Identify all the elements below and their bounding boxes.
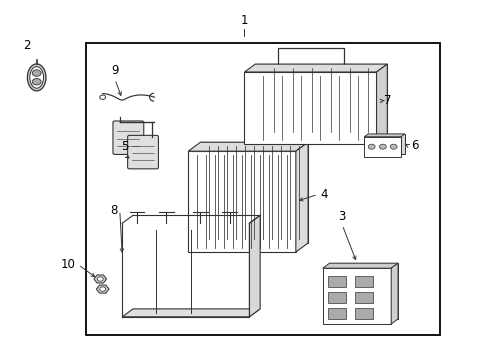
Circle shape bbox=[379, 144, 386, 149]
FancyBboxPatch shape bbox=[127, 135, 158, 169]
Bar bbox=[354, 292, 372, 303]
Polygon shape bbox=[122, 309, 260, 317]
Bar bbox=[85, 43, 439, 335]
Text: 7: 7 bbox=[383, 94, 390, 107]
Bar bbox=[327, 308, 346, 319]
Bar bbox=[255, 64, 386, 136]
Bar bbox=[364, 137, 400, 157]
Ellipse shape bbox=[30, 67, 43, 88]
Bar bbox=[327, 276, 346, 287]
Circle shape bbox=[389, 144, 396, 149]
Text: 4: 4 bbox=[320, 188, 327, 201]
Polygon shape bbox=[96, 285, 109, 293]
Bar bbox=[188, 151, 295, 252]
Circle shape bbox=[367, 144, 374, 149]
Bar bbox=[327, 292, 346, 303]
Polygon shape bbox=[188, 142, 307, 151]
Text: 10: 10 bbox=[61, 258, 76, 271]
Circle shape bbox=[100, 95, 105, 99]
Polygon shape bbox=[249, 215, 260, 317]
Polygon shape bbox=[390, 263, 397, 324]
Text: 2: 2 bbox=[23, 39, 31, 52]
Bar bbox=[244, 72, 376, 144]
Polygon shape bbox=[94, 275, 106, 283]
Text: 8: 8 bbox=[110, 204, 117, 217]
Text: 5: 5 bbox=[121, 140, 128, 153]
Circle shape bbox=[100, 287, 105, 291]
Text: 3: 3 bbox=[338, 210, 346, 223]
Bar bbox=[354, 308, 372, 319]
Circle shape bbox=[32, 78, 41, 85]
Bar bbox=[200, 142, 307, 243]
Polygon shape bbox=[322, 263, 397, 268]
Bar bbox=[329, 263, 397, 319]
Bar bbox=[354, 276, 372, 287]
Polygon shape bbox=[364, 134, 404, 137]
Text: 1: 1 bbox=[240, 14, 248, 27]
Polygon shape bbox=[376, 64, 386, 144]
Text: 9: 9 bbox=[111, 64, 119, 77]
Polygon shape bbox=[295, 142, 307, 252]
FancyBboxPatch shape bbox=[113, 121, 143, 154]
Circle shape bbox=[32, 70, 41, 76]
Ellipse shape bbox=[27, 64, 46, 91]
Polygon shape bbox=[244, 64, 386, 72]
Text: 6: 6 bbox=[410, 139, 417, 152]
Circle shape bbox=[97, 277, 103, 281]
Bar bbox=[367, 134, 404, 154]
Bar bbox=[322, 268, 390, 324]
